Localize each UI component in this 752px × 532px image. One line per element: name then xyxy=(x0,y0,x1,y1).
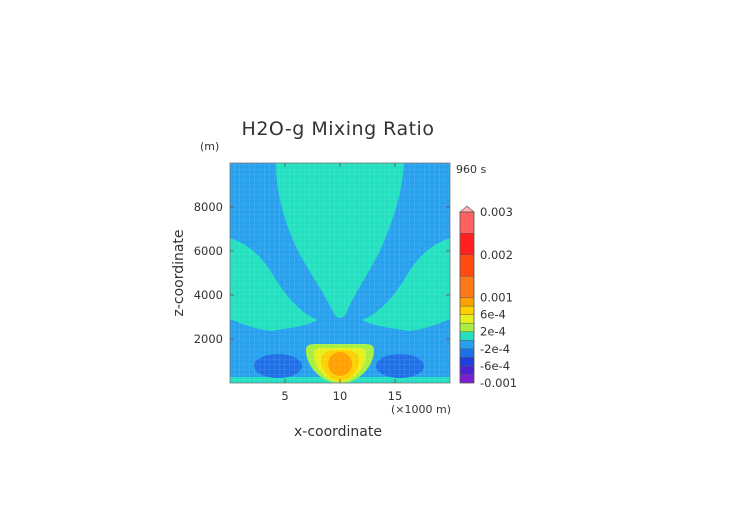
x-unit-label: (×1000 m) xyxy=(391,403,451,416)
colorbar-frame xyxy=(459,211,475,384)
colorbar-band xyxy=(459,322,475,332)
x-tick-label: 5 xyxy=(281,389,288,403)
colorbar-band xyxy=(459,340,475,350)
y-unit-label: (m) xyxy=(200,140,219,153)
x-tick-label: 10 xyxy=(333,389,348,403)
colorbar-label: 0.003 xyxy=(480,205,513,219)
y-tick-label: 4000 xyxy=(194,288,223,302)
colorbar-label: 0.002 xyxy=(480,248,513,262)
grid-overlay xyxy=(230,163,450,383)
x-tick-label: 15 xyxy=(388,389,403,403)
colorbar-label: 6e-4 xyxy=(480,308,506,322)
time-label: 960 s xyxy=(456,163,486,176)
colorbar-band xyxy=(459,365,475,375)
colorbar-band xyxy=(459,314,475,324)
colorbar-band xyxy=(459,374,475,384)
colorbar-band xyxy=(459,357,475,367)
y-tick-label: 2000 xyxy=(194,332,223,346)
y-tick-label: 8000 xyxy=(194,200,223,214)
colorbar-band xyxy=(459,254,475,277)
colorbar-band xyxy=(459,305,475,315)
colorbar-label: -6e-4 xyxy=(480,359,510,373)
colorbar-band xyxy=(459,211,475,234)
colorbar: 0.003 0.002 0.001 6e-4 2e-4 -2e-4 -6e-4 -0.001 xyxy=(459,205,517,390)
colorbar-band xyxy=(459,233,475,255)
x-axis-label: x-coordinate xyxy=(294,424,382,440)
y-axis-label: z-coordinate xyxy=(171,229,187,316)
colorbar-band-tip xyxy=(459,205,475,213)
colorbar-band xyxy=(459,297,475,307)
colorbar-band xyxy=(459,275,475,298)
plot-area xyxy=(230,163,450,383)
x-axis: 5 10 15 xyxy=(281,163,402,403)
y-tick-label: 6000 xyxy=(194,244,223,258)
colorbar-label: -2e-4 xyxy=(480,342,510,356)
chart-title: H2O-g Mixing Ratio xyxy=(242,118,435,140)
colorbar-label: 2e-4 xyxy=(480,325,506,339)
colorbar-label: 0.001 xyxy=(480,291,513,305)
colorbar-band xyxy=(459,331,475,341)
colorbar-band xyxy=(459,348,475,358)
y-axis: 2000 4000 6000 8000 xyxy=(194,200,450,346)
colorbar-label: -0.001 xyxy=(480,376,517,390)
